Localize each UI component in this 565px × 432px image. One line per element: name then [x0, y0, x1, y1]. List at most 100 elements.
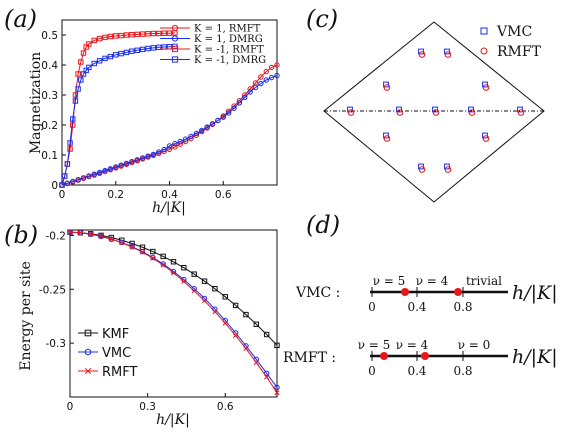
a-point	[161, 146, 167, 153]
plot-a-xlabel: h/|K|	[152, 200, 186, 216]
a-ytick-label: 0.1	[41, 150, 58, 162]
b-point-b	[201, 298, 208, 304]
a-point	[113, 52, 119, 58]
rmft-transition-dot-2	[421, 352, 429, 360]
a-point	[145, 31, 151, 37]
a-legend-label-2: K = -1, RMFT	[194, 45, 264, 56]
b-point-b	[67, 229, 73, 235]
c-legend-marker-1	[480, 47, 488, 55]
b-legend-marker-0	[84, 329, 92, 337]
a-legend-label-0: K = 1, RMFT	[194, 24, 261, 35]
b-point	[274, 384, 280, 391]
c-point-rmft	[418, 166, 426, 173]
c-point-vmc	[482, 132, 488, 139]
b-legend-label-2: RMFT	[102, 365, 137, 380]
plot-b-legend: KMF VMC RMFT	[78, 327, 137, 380]
a-point	[161, 30, 167, 36]
a-point	[150, 45, 157, 51]
b-point-b	[129, 244, 135, 250]
b-point	[191, 271, 197, 277]
panel-label-c: (c)	[306, 5, 338, 33]
phase-row-label-rmft: RMFT :	[283, 350, 336, 366]
a-legend-label-1: K = 1, DMRG	[194, 34, 263, 45]
a-point	[96, 58, 103, 64]
a-point	[150, 151, 157, 158]
c-point-vmc	[396, 106, 402, 113]
a-point	[67, 140, 73, 146]
b-point-b	[160, 262, 166, 268]
b-point	[201, 278, 208, 284]
a-point	[156, 149, 162, 155]
a-point	[70, 116, 76, 122]
a-point	[91, 37, 97, 44]
a-point	[64, 161, 71, 167]
plot-a-series	[59, 30, 280, 188]
a-point	[274, 62, 280, 68]
a-point	[129, 32, 135, 38]
vmc-tick-label: 0	[368, 300, 376, 314]
a-point	[177, 138, 183, 145]
a-point	[215, 117, 221, 124]
b-point	[108, 236, 114, 242]
phase-diagram: VMC : 0 0.4 0.8 ν = 5 ν = 4 trivial h/|K| RMF…	[283, 274, 558, 378]
a-point	[134, 157, 140, 163]
rmft-tick-label: 0	[368, 364, 376, 378]
c-point-vmc	[517, 106, 523, 113]
b-point	[139, 249, 146, 255]
b-xtick-label: 0	[67, 401, 74, 413]
a-series-line-3	[61, 45, 175, 186]
a-point	[75, 71, 81, 77]
a-point	[258, 80, 264, 87]
a-point	[86, 173, 92, 179]
c-point-rmft	[444, 51, 452, 58]
a-point	[86, 64, 92, 71]
c-point-rmft	[396, 109, 404, 116]
b-point	[243, 345, 249, 352]
b-ytick-label: -0.2	[46, 230, 67, 242]
a-point	[118, 162, 124, 168]
b-point	[212, 286, 218, 292]
b-point	[253, 321, 260, 327]
phase-row-label-vmc: VMC :	[295, 285, 340, 301]
vmc-transition-dot-1	[401, 288, 409, 296]
a-point	[166, 146, 173, 153]
a-point	[129, 158, 135, 165]
a-point	[182, 136, 189, 142]
c-point-rmft	[468, 109, 476, 116]
b-xtick-label: 0.6	[217, 401, 234, 413]
c-point-vmc	[347, 106, 353, 113]
a-ytick-label: 0.5	[41, 30, 58, 42]
a-point	[72, 92, 79, 98]
vmc-phase-label: trivial	[466, 274, 502, 288]
a-ytick-label: 0.4	[41, 60, 58, 72]
c-point-rmft	[482, 84, 490, 91]
a-point	[80, 175, 87, 181]
a-point	[59, 182, 65, 188]
a-point	[231, 105, 237, 111]
b-point	[233, 333, 239, 339]
brillouin-zone-plot: VMC RMFT	[323, 21, 545, 203]
a-point	[268, 74, 275, 81]
c-point-rmft	[347, 109, 355, 116]
b-point-b	[191, 288, 197, 294]
rmft-phase-label: ν = 5	[358, 338, 391, 352]
a-point	[166, 143, 173, 149]
plot-b-frame	[69, 229, 278, 398]
b-point	[212, 309, 218, 315]
a-point	[75, 86, 81, 92]
a-point	[252, 84, 259, 91]
plot-b-series	[67, 229, 280, 396]
b-legend-label-0: KMF	[102, 327, 129, 342]
b-legend-marker-1	[84, 348, 92, 356]
a-point	[91, 60, 97, 67]
c-point-vmc	[418, 48, 424, 55]
b-point	[222, 320, 228, 326]
rmft-tick-label: 0.8	[453, 364, 472, 378]
c-point-rmft	[444, 166, 452, 173]
panel-label-a: (a)	[4, 5, 37, 33]
b-point-b	[222, 320, 228, 326]
b-point	[129, 244, 135, 250]
plot-b-ylabel: Energy per site	[18, 261, 34, 371]
phase-axis-label-rmft: h/|K|	[512, 346, 558, 368]
